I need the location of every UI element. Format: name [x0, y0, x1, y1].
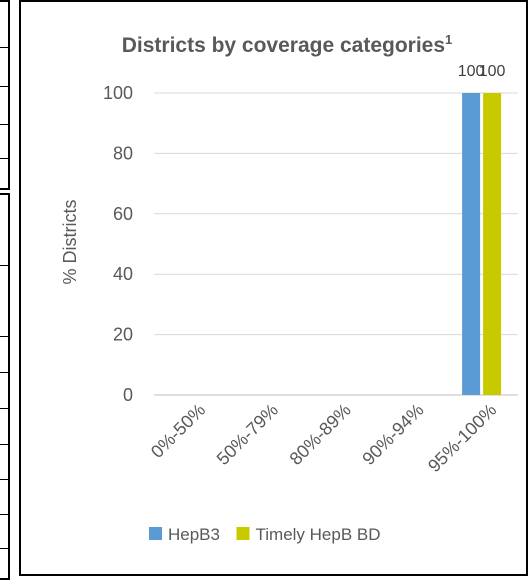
x-tick-label: 0%-50%: [147, 400, 209, 462]
y-tick-label: 60: [113, 204, 133, 224]
x-tick-label: 80%-89%: [285, 400, 354, 469]
data-label: 100: [458, 63, 485, 80]
legend-swatch: [236, 527, 250, 540]
x-tick-label: 50%-79%: [213, 400, 282, 469]
x-tick-label: 90%-94%: [358, 400, 427, 469]
legend-label: HepB3: [168, 525, 220, 544]
x-tick-label: 95%-100%: [424, 400, 500, 476]
gridlines: [154, 92, 518, 396]
y-tick-label: 80: [113, 143, 133, 163]
coverage-chart: Districts by coverage categories1 0 20 40 6…: [60, 32, 518, 544]
chart-title: Districts by coverage categories1: [122, 32, 453, 57]
y-tick-label: 100: [103, 83, 133, 103]
legend-swatch: [149, 527, 162, 540]
y-axis-ticks: 0 20 40 60 80 100: [103, 83, 133, 405]
bar-hepb3: [462, 93, 481, 395]
chart-panel: Districts by coverage categories1 0 20 40 6…: [19, 0, 528, 576]
legend-label: Timely HepB BD: [256, 525, 381, 544]
data-label: 100: [479, 63, 506, 80]
y-tick-label: 20: [113, 325, 133, 345]
adjacent-table-top: [0, 0, 10, 190]
adjacent-panel-edge: [0, 0, 10, 580]
y-tick-label: 0: [123, 385, 133, 405]
y-tick-label: 40: [113, 264, 133, 284]
bar-timely-hepb-bd: [483, 93, 502, 395]
y-axis-label: % Districts: [60, 200, 80, 285]
x-axis-ticks: 0%-50% 50%-79% 80%-89% 90%-94%95%-100%: [147, 400, 500, 476]
legend: HepB3 Timely HepB BD: [149, 525, 381, 544]
adjacent-table-bottom: [0, 193, 10, 580]
